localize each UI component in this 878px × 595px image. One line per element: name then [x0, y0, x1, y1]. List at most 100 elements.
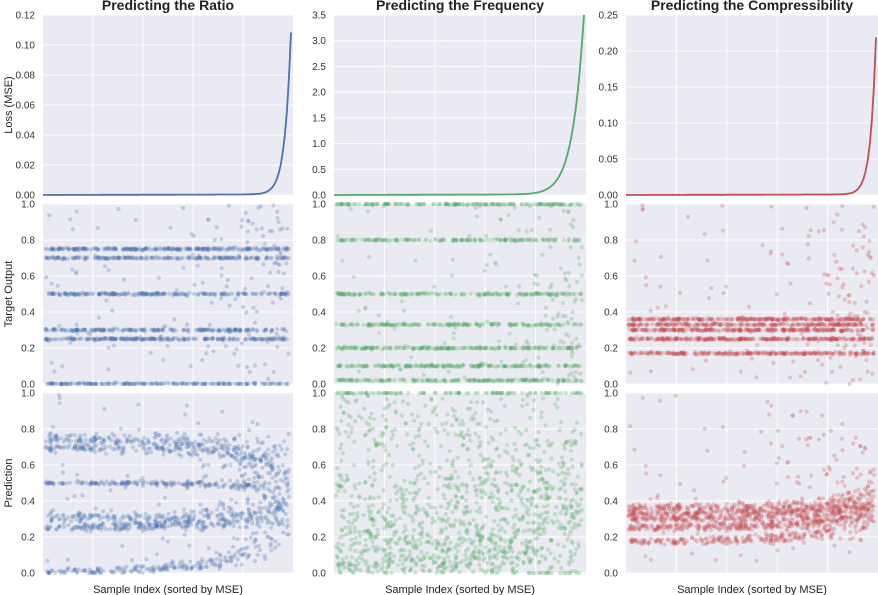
data-point: [405, 202, 410, 207]
data-point: [122, 337, 127, 342]
data-point: [106, 517, 111, 522]
data-point: [157, 292, 162, 297]
data-point: [249, 276, 254, 281]
data-point: [437, 474, 442, 479]
data-point: [51, 255, 56, 261]
data-point: [61, 327, 66, 332]
data-point: [502, 539, 508, 544]
data-point: [93, 381, 98, 387]
data-point: [175, 516, 180, 521]
data-point: [171, 327, 176, 332]
data-point: [192, 381, 197, 387]
data-point: [210, 335, 215, 341]
data-point: [162, 381, 167, 386]
data-point: [262, 495, 267, 500]
data-point: [230, 291, 235, 296]
data-point: [219, 291, 225, 296]
data-point: [99, 446, 104, 451]
data-point: [161, 291, 166, 296]
data-point: [78, 525, 83, 530]
data-point: [266, 246, 271, 251]
data-point: [190, 448, 195, 453]
data-point: [578, 344, 583, 349]
data-point: [154, 512, 159, 518]
data-point: [191, 291, 196, 296]
data-point: [107, 327, 112, 332]
data-point: [130, 292, 135, 297]
data-point: [340, 258, 345, 263]
data-point: [555, 322, 560, 327]
data-point: [479, 360, 484, 365]
data-point: [277, 381, 282, 387]
data-point: [206, 247, 211, 252]
data-point: [223, 520, 228, 525]
data-point: [113, 337, 118, 342]
data-point: [134, 246, 139, 252]
data-point: [165, 446, 170, 452]
data-point: [238, 447, 244, 452]
data-point: [185, 322, 190, 327]
data-point: [82, 256, 87, 261]
data-point: [56, 291, 61, 296]
data-point: [517, 550, 522, 556]
data-point: [78, 443, 83, 448]
data-point: [162, 246, 167, 251]
data-point: [366, 321, 371, 326]
data-point: [561, 340, 566, 345]
data-point: [57, 293, 62, 298]
data-point: [216, 336, 221, 341]
data-point: [574, 279, 580, 285]
data-point: [551, 202, 556, 207]
data-point: [398, 201, 403, 207]
data-point: [429, 363, 435, 368]
data-point: [223, 381, 228, 387]
data-point: [201, 448, 206, 454]
data-point: [124, 380, 129, 385]
data-point: [111, 291, 116, 296]
data-point: [161, 256, 166, 261]
data-point: [507, 201, 512, 207]
data-point: [263, 327, 269, 332]
data-point: [123, 523, 128, 528]
data-point: [74, 327, 79, 332]
data-point: [243, 454, 248, 459]
data-point: [231, 555, 236, 560]
data-point: [98, 327, 103, 332]
data-point: [183, 246, 188, 251]
data-point: [45, 247, 50, 252]
data-point: [68, 340, 73, 345]
data-point: [477, 475, 482, 480]
data-point: [204, 247, 209, 252]
data-point: [124, 246, 129, 251]
data-point: [88, 332, 93, 337]
y-tick-label: 3.0: [312, 36, 326, 47]
data-point: [276, 381, 281, 387]
data-point: [217, 503, 222, 508]
data-point: [256, 475, 261, 480]
data-point: [416, 237, 421, 243]
data-point: [208, 328, 213, 333]
data-point: [245, 327, 250, 332]
data-point: [162, 495, 167, 500]
data-point: [62, 292, 67, 297]
data-point: [43, 246, 48, 251]
data-point: [160, 381, 165, 387]
data-point: [232, 351, 237, 356]
data-point: [217, 451, 222, 456]
data-point: [218, 255, 223, 260]
data-point: [170, 337, 176, 342]
data-point: [511, 201, 516, 207]
data-point: [68, 519, 74, 524]
data-point: [410, 518, 416, 524]
data-point: [189, 566, 194, 572]
data-point: [562, 271, 567, 276]
data-point: [270, 328, 275, 333]
data-point: [222, 255, 227, 260]
panel-1-1: 0.00.20.40.60.81.0: [312, 200, 586, 391]
data-point: [536, 364, 541, 369]
data-point: [119, 336, 124, 342]
data-point: [196, 421, 201, 426]
data-point: [132, 381, 137, 387]
data-point: [196, 246, 201, 251]
data-point: [153, 517, 158, 522]
